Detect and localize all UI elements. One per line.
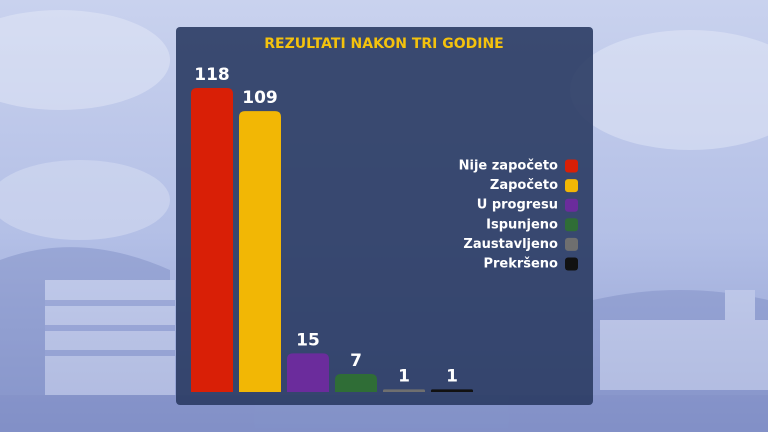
legend-marker	[565, 179, 578, 193]
value-label: 15	[296, 330, 320, 350]
value-label: 1	[446, 366, 458, 386]
legend-marker	[565, 257, 578, 271]
bar	[383, 389, 425, 392]
legend-marker	[565, 237, 578, 251]
value-label: 7	[350, 351, 362, 371]
legend-label: Prekršeno	[483, 257, 558, 272]
value-label: 118	[194, 65, 230, 85]
bar	[287, 353, 329, 392]
value-label: 109	[242, 88, 278, 108]
legend-label: Započeto	[490, 178, 558, 193]
legend-label: Nije započeto	[459, 159, 558, 174]
legend-label: Ispunjeno	[486, 217, 558, 232]
legend-marker	[565, 159, 578, 173]
bar	[239, 111, 281, 393]
legend-label: Zaustavljeno	[463, 237, 558, 252]
panel	[176, 27, 593, 405]
legend-label: U progresu	[477, 198, 558, 213]
value-label: 1	[398, 366, 410, 386]
legend-marker	[565, 218, 578, 232]
background-scene	[0, 10, 768, 432]
bar	[431, 389, 473, 392]
bar	[335, 373, 377, 392]
bar	[191, 88, 233, 392]
chart-title: REZULTATI NAKON TRI GODINE	[264, 36, 504, 52]
legend-marker	[565, 198, 578, 212]
